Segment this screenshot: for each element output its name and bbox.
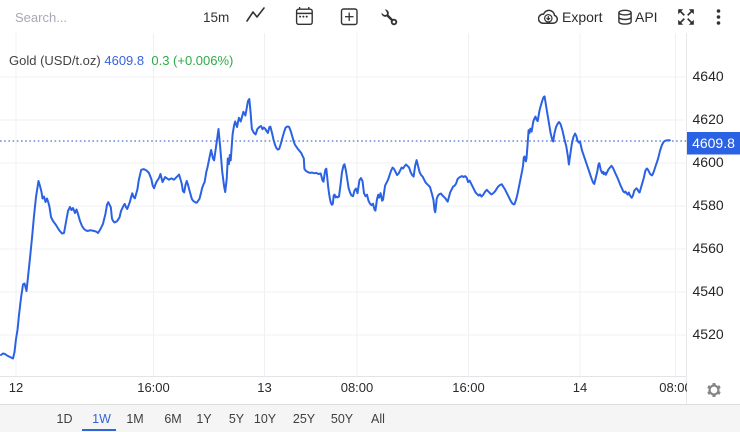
svg-text:4520: 4520 — [693, 326, 724, 342]
svg-text:08:00: 08:00 — [659, 380, 692, 395]
svg-text:4580: 4580 — [693, 197, 724, 213]
svg-text:4600: 4600 — [693, 154, 724, 170]
svg-text:4609.8: 4609.8 — [692, 135, 735, 151]
svg-text:14: 14 — [573, 380, 587, 395]
svg-text:4560: 4560 — [693, 240, 724, 256]
svg-text:4620: 4620 — [693, 111, 724, 127]
svg-text:13: 13 — [257, 380, 271, 395]
svg-text:4640: 4640 — [693, 68, 724, 84]
svg-text:16:00: 16:00 — [452, 380, 485, 395]
svg-text:16:00: 16:00 — [137, 380, 170, 395]
svg-text:12: 12 — [9, 380, 23, 395]
svg-text:08:00: 08:00 — [341, 380, 374, 395]
svg-text:4540: 4540 — [693, 283, 724, 299]
